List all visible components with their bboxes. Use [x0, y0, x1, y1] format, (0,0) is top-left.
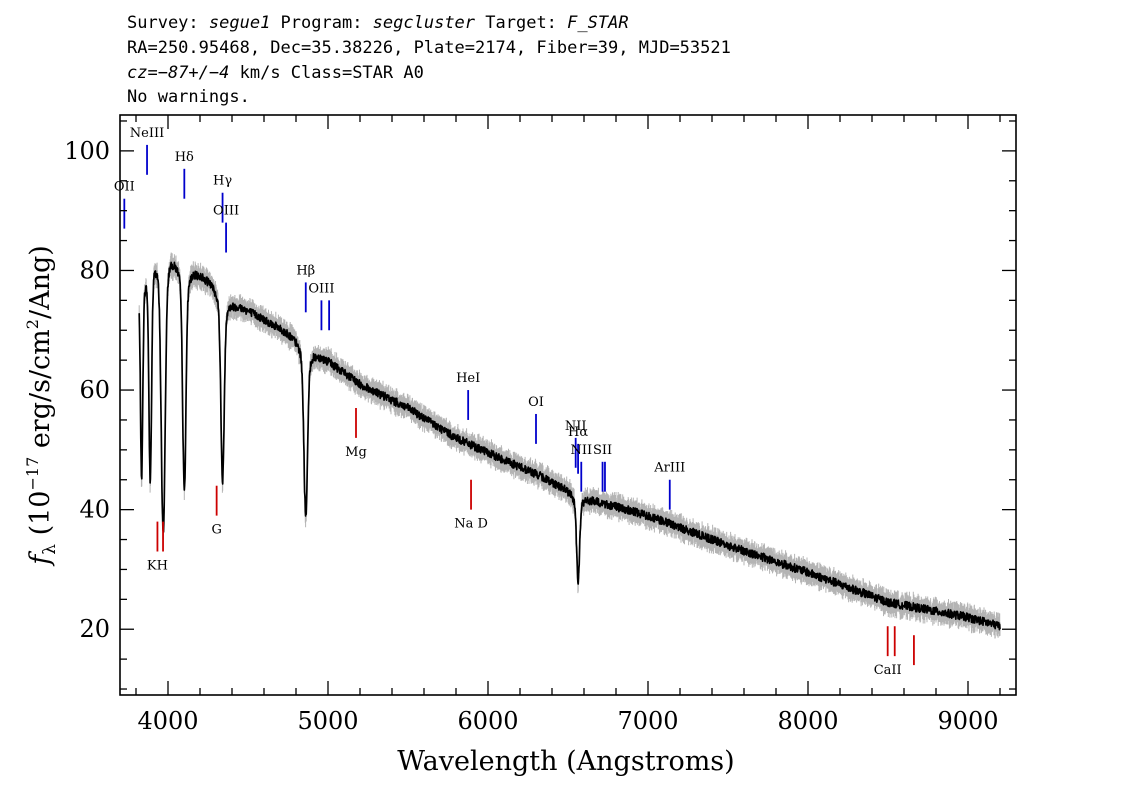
cz-unit: km/s Class=STAR A0: [229, 63, 423, 83]
target-label: Target:: [475, 13, 567, 33]
emission-line-label: ArIII: [653, 461, 685, 476]
cz-value: =−87+/−4: [147, 63, 229, 83]
y-tick-label: 80: [79, 256, 110, 284]
emission-line-label: NII: [565, 419, 587, 434]
emission-line-label: NII: [570, 443, 592, 458]
x-tick-label: 9000: [937, 707, 998, 735]
x-tick-label: 6000: [457, 707, 518, 735]
y-axis-title-lambda: λ: [40, 544, 60, 555]
emission-line-label: OI: [528, 395, 544, 410]
emission-line-label: Hα: [568, 425, 588, 440]
y-axis-title-part: (10: [25, 491, 56, 544]
y-tick-label: 60: [79, 376, 110, 404]
axis-ticks: 4000 5000 6000 7000 8000 9000 20 40 60 80 100: [64, 115, 1016, 735]
y-axis-title-ang: /Ang): [25, 245, 56, 319]
cz-label: cz: [127, 63, 147, 83]
header-line-2: RA=250.95468, Dec=35.38226, Plate=2174, …: [127, 38, 731, 58]
header-line-4: No warnings.: [127, 87, 250, 107]
flux-series-line: [138, 261, 1001, 631]
emission-line-label: Hβ: [296, 263, 315, 278]
y-axis-title: fλ (10−17 erg/s/cm2/Ang): [23, 245, 60, 567]
absorption-line-label: CaII: [874, 663, 902, 678]
y-axis-title-sq: 2: [23, 319, 42, 329]
absorption-line-label: KH: [147, 558, 168, 573]
header-line-3: cz=−87+/−4 km/s Class=STAR A0: [127, 63, 424, 83]
survey-label: Survey:: [127, 13, 209, 33]
program-label: Program:: [270, 13, 372, 33]
plot-area: [138, 252, 1001, 639]
absorption-line-label: Mg: [345, 445, 367, 460]
y-tick-label: 20: [79, 615, 110, 643]
plot-frame: [119, 114, 1017, 696]
absorption-line-label: G: [211, 523, 221, 538]
emission-line-label: HeI: [456, 371, 480, 386]
x-tick-label: 8000: [777, 707, 838, 735]
survey-value: segue1: [209, 13, 270, 33]
header-line-1: Survey: segue1 Program: segcluster Targe…: [127, 13, 629, 33]
emission-line-label: OIII: [213, 204, 239, 219]
emission-line-label: Hγ: [213, 174, 232, 189]
emission-line-label: OIII: [308, 281, 334, 296]
y-tick-label: 100: [64, 137, 110, 165]
y-tick-label: 40: [79, 496, 110, 524]
emission-line-label: OII: [114, 180, 135, 195]
y-axis-title-exp: −17: [23, 457, 42, 491]
x-tick-label: 4000: [137, 707, 198, 735]
x-axis-title: Wavelength (Angstroms): [397, 746, 734, 777]
x-tick-label: 5000: [297, 707, 358, 735]
emission-line-label: NeIII: [130, 126, 164, 141]
x-tick-label: 7000: [617, 707, 678, 735]
target-value: F_STAR: [567, 13, 628, 33]
y-axis-title-units: erg/s/cm: [25, 329, 56, 457]
program-value: segcluster: [373, 13, 476, 33]
emission-line-label: Hδ: [175, 150, 194, 165]
absorption-line-label: Na D: [454, 517, 488, 532]
emission-line-label: SII: [593, 443, 612, 458]
